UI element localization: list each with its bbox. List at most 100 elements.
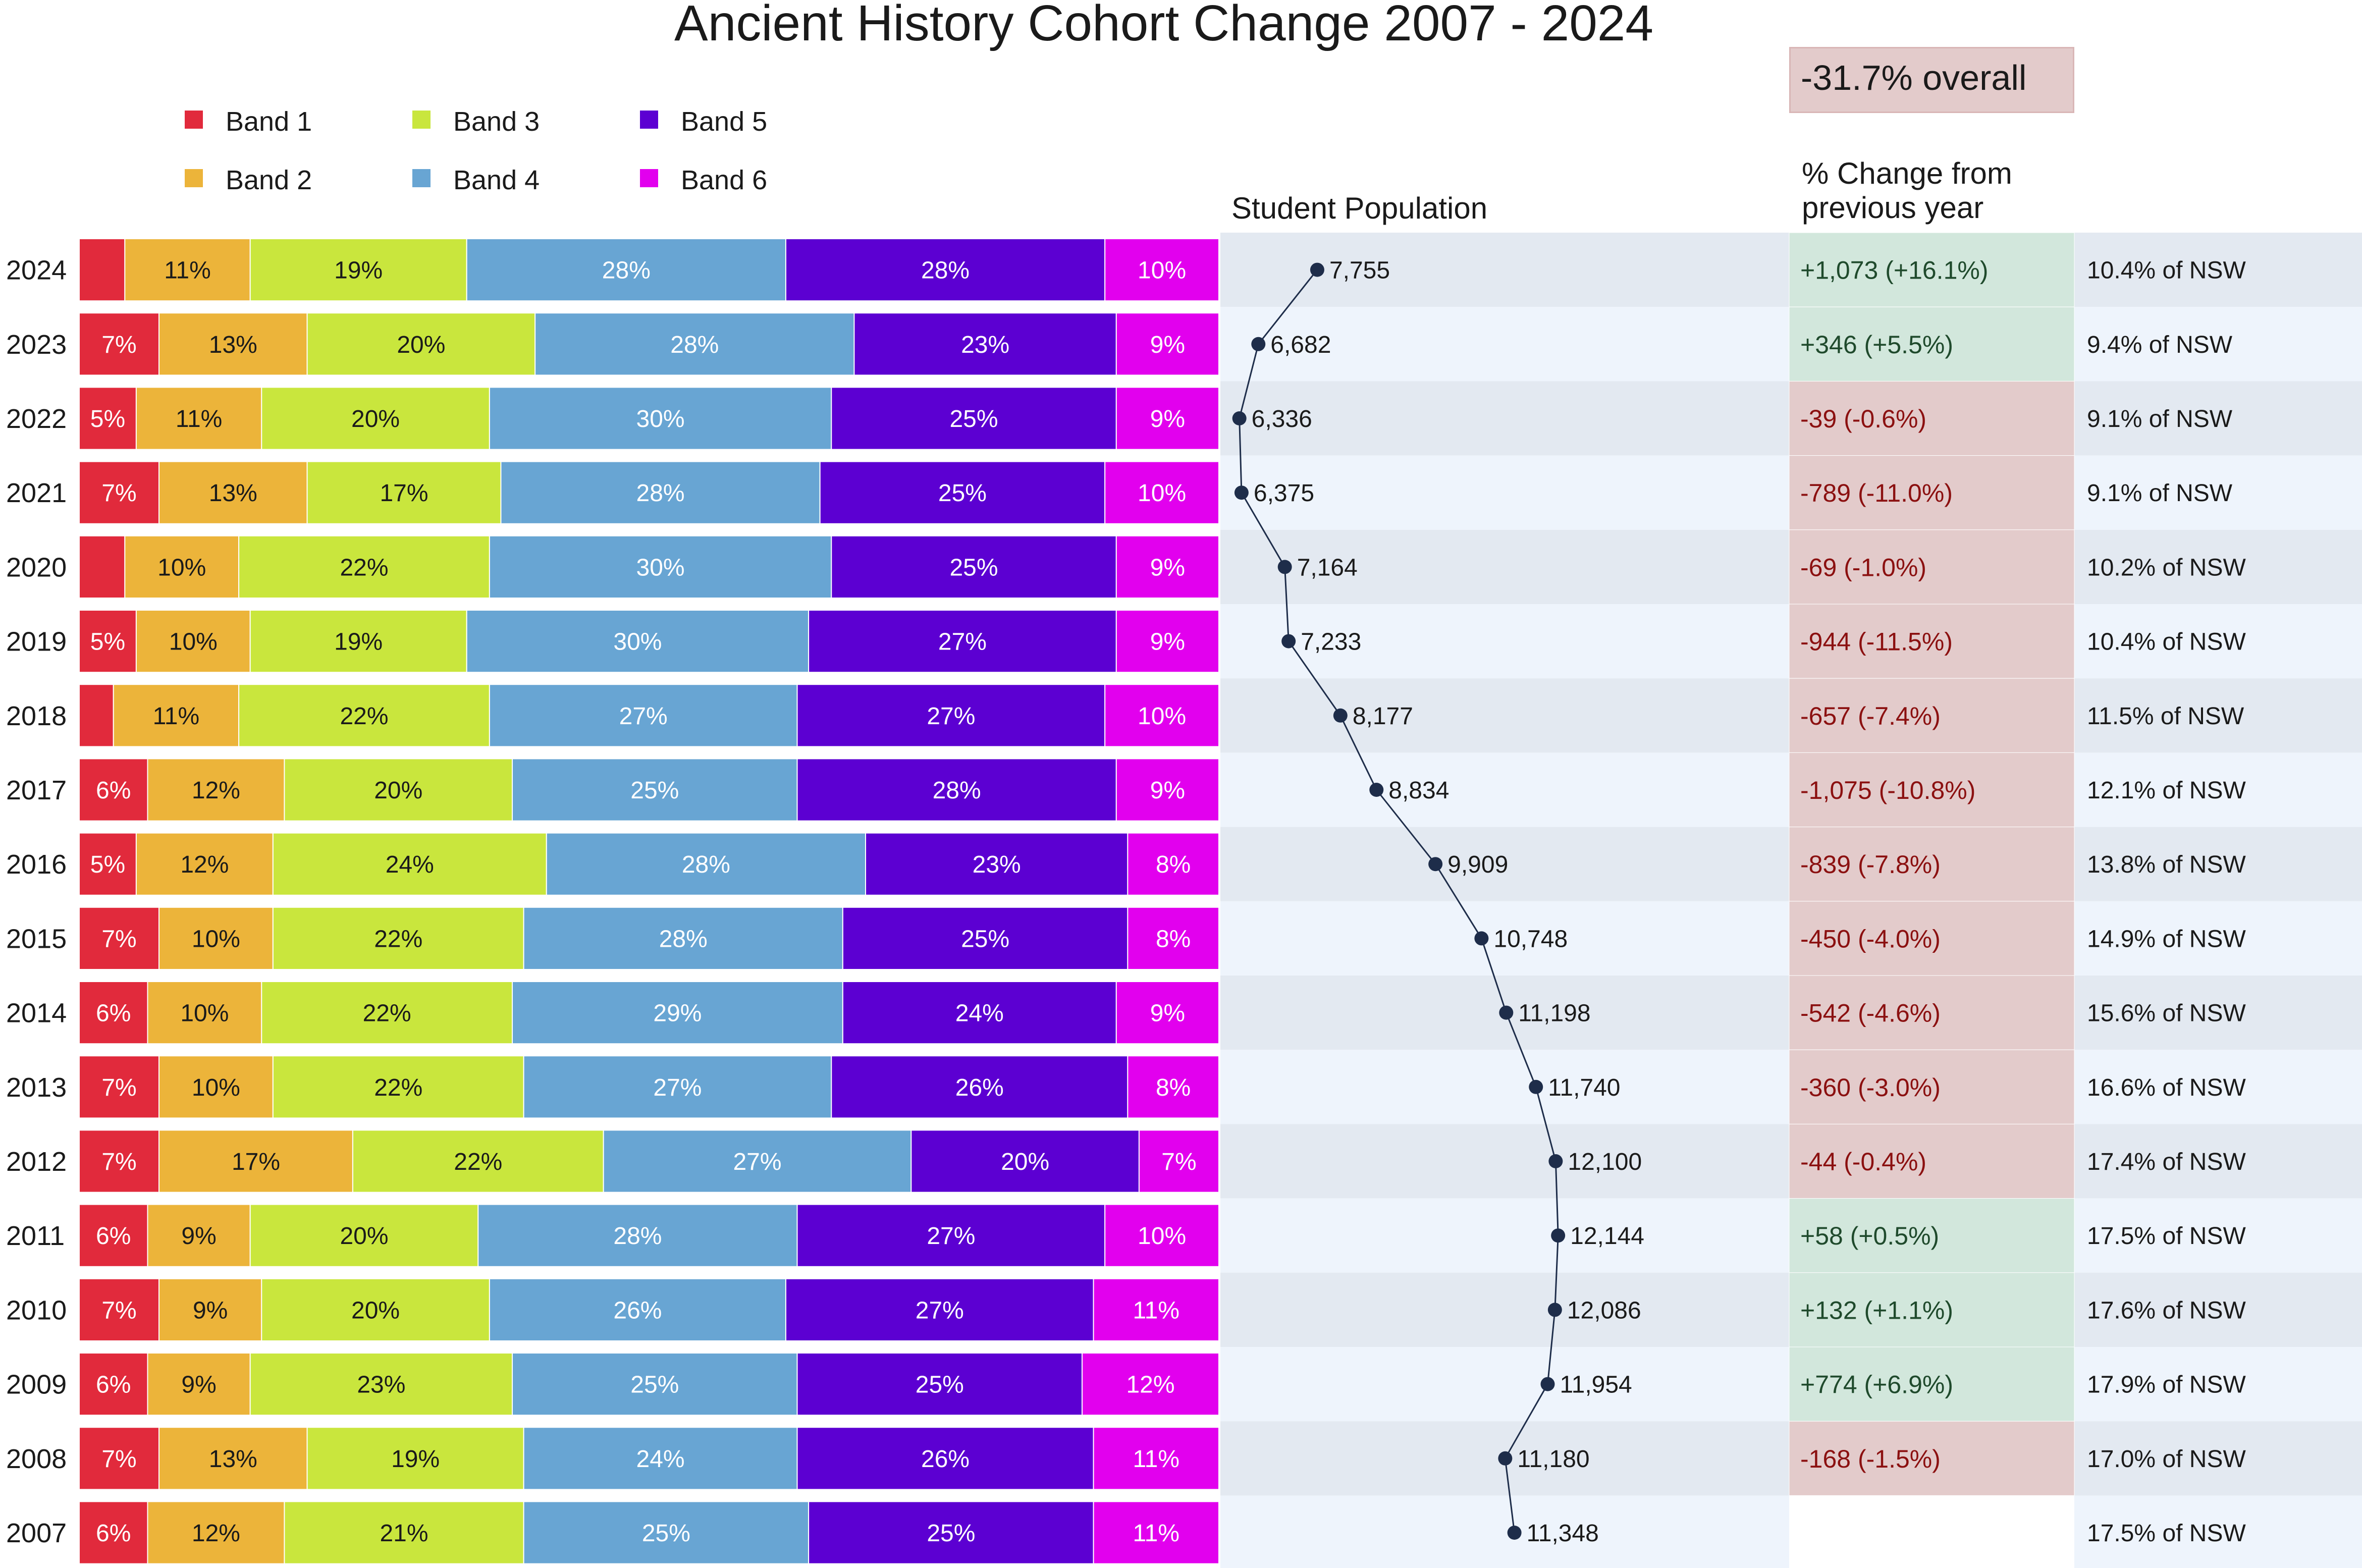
population-row-bg xyxy=(1220,901,1789,976)
population-point xyxy=(1281,634,1296,648)
nsw-share-row-bg xyxy=(2074,604,2362,679)
change-cell-label: -39 (-0.6%) xyxy=(1800,405,1926,433)
legend-label-band-2: Band 2 xyxy=(226,165,312,195)
bar-segment-band-4 xyxy=(477,1204,798,1267)
nsw-share-label: 17.0% of NSW xyxy=(2087,1446,2246,1473)
legend-swatch-band-4 xyxy=(412,169,431,187)
change-cell-bg xyxy=(1789,752,2075,828)
bar-segment-label-band-4: 28% xyxy=(659,926,708,952)
population-point xyxy=(1507,1526,1522,1540)
year-label: 2013 xyxy=(6,1072,67,1103)
population-point xyxy=(1498,1451,1513,1466)
legend-swatch-band-1 xyxy=(185,111,203,129)
bar-segment-label-band-2: 9% xyxy=(181,1223,216,1250)
bar-segment-band-2 xyxy=(124,238,251,302)
nsw-share-row-bg xyxy=(2074,901,2362,976)
change-cell-label: -657 (-7.4%) xyxy=(1800,702,1941,730)
bar-segment-band-6 xyxy=(1104,238,1219,302)
bar-segment-band-6 xyxy=(1115,387,1220,450)
population-row-bg xyxy=(1220,1198,1789,1273)
bar-segment-label-band-6: 9% xyxy=(1150,1000,1185,1027)
bar-segment-band-5 xyxy=(808,610,1117,673)
population-point xyxy=(1251,337,1266,351)
bar-segment-band-1 xyxy=(79,758,148,822)
nsw-share-label: 17.4% of NSW xyxy=(2087,1149,2246,1175)
bar-segment-label-band-5: 25% xyxy=(916,1372,964,1398)
bar-segment-band-2 xyxy=(147,981,262,1045)
nsw-share-label: 12.1% of NSW xyxy=(2087,777,2246,804)
population-point xyxy=(1551,1228,1566,1243)
bar-segment-label-band-1: 6% xyxy=(96,1000,131,1027)
bar-segment-band-1 xyxy=(79,610,137,673)
bar-segment-band-3 xyxy=(249,238,467,302)
overall-change-box: -31.7% overall xyxy=(1789,47,2074,113)
bar-segment-label-band-4: 27% xyxy=(733,1149,781,1175)
population-point xyxy=(1234,485,1249,500)
bar-segment-label-band-5: 27% xyxy=(927,703,975,730)
population-value-label: 8,834 xyxy=(1388,777,1449,804)
bar-segment-band-5 xyxy=(842,981,1117,1045)
bar-segment-label-band-1: 7% xyxy=(101,480,136,507)
bar-segment-band-6 xyxy=(1115,535,1220,599)
bar-segment-label-band-2: 13% xyxy=(209,1446,257,1473)
bar-segment-label-band-4: 24% xyxy=(636,1446,685,1473)
population-point xyxy=(1232,411,1247,425)
bar-segment-band-1 xyxy=(79,1055,160,1119)
nsw-share-row-bg xyxy=(2074,976,2362,1050)
bar-segment-label-band-2: 10% xyxy=(192,926,240,952)
bar-segment-band-6 xyxy=(1093,1501,1220,1564)
change-cell-bg xyxy=(1789,232,2075,307)
bar-segment-band-1 xyxy=(79,1278,160,1342)
bar-segment-band-6 xyxy=(1104,684,1219,747)
bar-segment-label-band-5: 28% xyxy=(921,257,970,284)
population-row-bg xyxy=(1220,529,1789,604)
bar-segment-label-band-1: 6% xyxy=(96,1223,131,1250)
bar-segment-label-band-2: 9% xyxy=(181,1372,216,1398)
year-label: 2021 xyxy=(6,478,67,508)
bar-segment-band-1 xyxy=(79,1427,160,1490)
nsw-share-label: 10.4% of NSW xyxy=(2087,629,2246,656)
bar-segment-label-band-6: 11% xyxy=(1133,1446,1180,1473)
population-row-bg xyxy=(1220,381,1789,456)
bar-segment-band-6 xyxy=(1104,461,1219,524)
bar-segment-label-band-4: 27% xyxy=(619,703,668,730)
bar-segment-label-band-5: 25% xyxy=(949,554,998,581)
nsw-share-row-bg xyxy=(2074,1421,2362,1496)
bar-segment-band-3 xyxy=(249,1353,513,1416)
bar-segment-band-4 xyxy=(489,1278,786,1342)
bar-segment-label-band-2: 10% xyxy=(157,554,206,581)
bar-segment-label-band-6: 12% xyxy=(1126,1372,1174,1398)
population-value-label: 6,682 xyxy=(1270,332,1331,358)
bar-segment-label-band-5: 27% xyxy=(927,1223,975,1250)
population-value-label: 12,086 xyxy=(1567,1297,1641,1324)
bar-segment-label-band-1: 5% xyxy=(90,629,125,656)
bar-segment-band-4 xyxy=(534,312,855,376)
population-point xyxy=(1277,560,1292,574)
population-row-bg xyxy=(1220,1124,1789,1199)
population-value-label: 7,233 xyxy=(1301,629,1361,656)
bar-segment-band-4 xyxy=(523,1501,810,1564)
year-label: 2024 xyxy=(6,255,67,286)
bar-segment-band-6 xyxy=(1093,1427,1220,1490)
bar-segment-label-band-6: 8% xyxy=(1156,851,1191,878)
nsw-share-row-bg xyxy=(2074,529,2362,604)
population-point xyxy=(1529,1079,1543,1094)
population-value-label: 12,100 xyxy=(1568,1149,1642,1175)
change-cell-bg xyxy=(1789,1123,2075,1199)
population-point xyxy=(1547,1303,1562,1317)
nsw-share-label: 17.6% of NSW xyxy=(2087,1297,2246,1324)
legend-swatch-band-3 xyxy=(412,111,431,129)
population-point xyxy=(1428,857,1443,872)
bar-segment-label-band-6: 9% xyxy=(1150,554,1185,581)
population-value-label: 12,144 xyxy=(1570,1223,1644,1250)
bar-segment-band-4 xyxy=(512,981,843,1045)
bar-segment-band-6 xyxy=(1104,1204,1219,1267)
bar-segment-band-6 xyxy=(1115,312,1220,376)
population-line xyxy=(1239,269,1559,1533)
bar-segment-band-2 xyxy=(147,1204,251,1267)
population-row-bg xyxy=(1220,827,1789,901)
legend-label-band-6: Band 6 xyxy=(681,165,768,195)
bar-segment-band-4 xyxy=(489,684,798,747)
bar-segment-band-1 xyxy=(79,906,160,970)
chart-title: Ancient History Cohort Change 2007 - 202… xyxy=(0,0,2361,50)
